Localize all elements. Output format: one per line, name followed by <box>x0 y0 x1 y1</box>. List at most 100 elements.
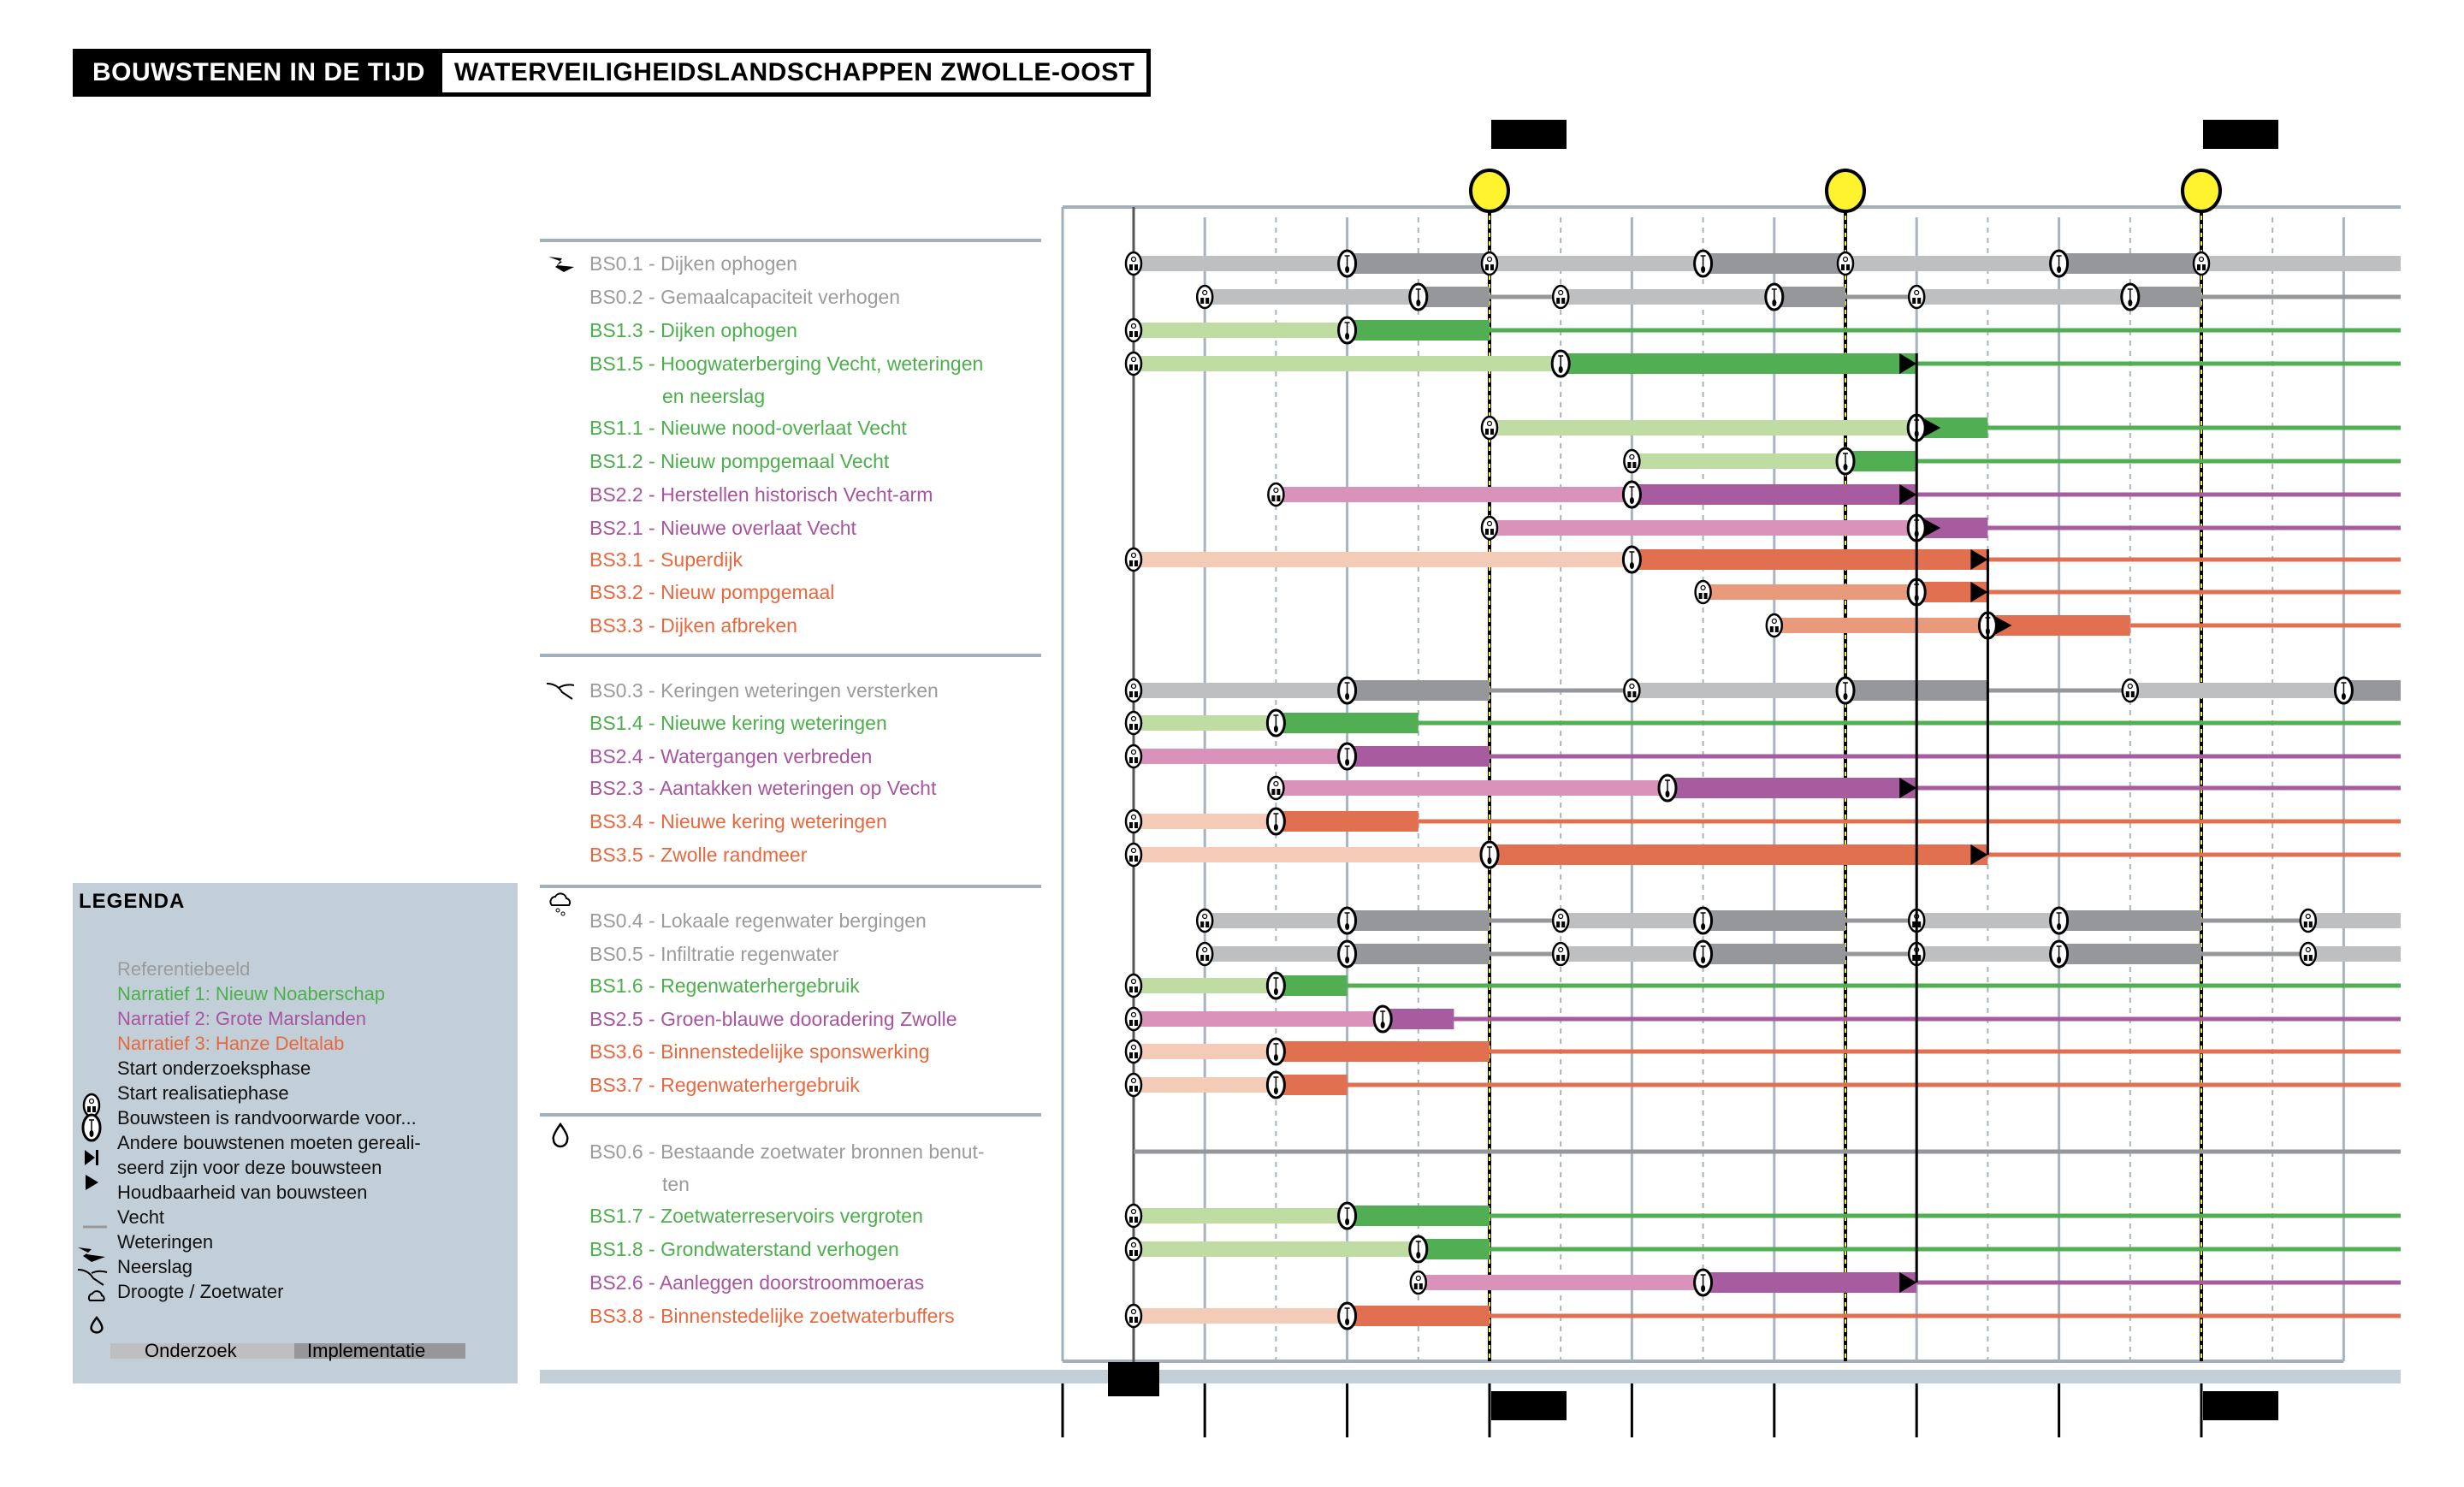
person-body <box>1129 1052 1133 1058</box>
person-body <box>1134 264 1138 270</box>
realisation-start-icon <box>1337 742 1358 771</box>
research-icon-shape <box>1124 1236 1143 1262</box>
shovel-blade <box>1273 824 1278 831</box>
row-label-continued: en neerslag <box>662 385 766 407</box>
realisation-start-icon <box>81 1113 102 1142</box>
person-body <box>1129 691 1133 697</box>
research-bar <box>1134 978 1276 993</box>
durability-line <box>1916 785 2401 791</box>
bar-row-BS1.3 <box>1124 316 2401 345</box>
person-head <box>1130 683 1137 690</box>
shovel-blade <box>1273 988 1278 995</box>
bar-row-BS3.2 <box>1694 578 2401 607</box>
row-label: BS3.2 - Nieuw pompgemaal <box>589 581 835 603</box>
row-label: BS3.6 - Binnenstedelijke sponswerking <box>589 1040 930 1063</box>
person-head <box>1486 256 1493 263</box>
implementation-bar <box>1561 353 1917 374</box>
person-head <box>1130 749 1137 755</box>
legend-item: Andere bouwstenen moeten gereali- <box>117 1132 421 1153</box>
person-body <box>1917 921 1922 927</box>
realisation-start-icon <box>1265 971 1286 1000</box>
durability-line <box>1916 1280 2401 1285</box>
research-start-icon <box>1195 284 1214 310</box>
research-icon-shape <box>1551 284 1570 310</box>
implementation-bar <box>2058 910 2201 931</box>
bar-row-BS3.1 <box>1124 545 2401 574</box>
title-left: BOUWSTENEN IN DE TIJD <box>92 58 425 86</box>
research-icon-shape <box>1124 1039 1143 1064</box>
person-body <box>1134 724 1138 730</box>
person-head <box>1130 356 1137 363</box>
person-body <box>1129 1317 1133 1323</box>
implementation-bar <box>1383 1009 1454 1029</box>
research-bar <box>1205 289 1419 305</box>
realisation-start-icon <box>1693 906 1714 935</box>
raindrop <box>555 908 560 913</box>
row-label: BS1.4 - Nieuwe kering weteringen <box>589 712 887 734</box>
research-icon-shape <box>1195 284 1214 310</box>
durability-line <box>1916 459 2401 464</box>
person-head <box>1130 715 1137 722</box>
person-body <box>1205 955 1210 961</box>
person-body <box>1841 264 1845 270</box>
prerequisite-arrow <box>1899 1272 1917 1293</box>
research-bar <box>2201 256 2401 271</box>
person-body <box>1917 955 1922 961</box>
research-start-icon <box>1124 251 1143 276</box>
person-body <box>1556 921 1561 927</box>
research-start-icon <box>1124 710 1143 736</box>
person-body <box>1134 1317 1138 1323</box>
research-bar <box>1134 683 1348 698</box>
research-start-icon <box>1694 579 1712 605</box>
research-start-icon <box>1124 1236 1143 1262</box>
person-body <box>1134 1020 1138 1026</box>
durability-line <box>1454 1016 2401 1022</box>
shovel-blade <box>89 1130 94 1137</box>
research-start-icon <box>1551 908 1570 933</box>
implementation-bar <box>1347 944 1490 964</box>
shovel-blade <box>2057 957 2062 963</box>
row-label: BS3.8 - Binnenstedelijke zoetwaterbuffer… <box>589 1305 955 1327</box>
legend-item: Neerslag <box>117 1256 193 1277</box>
research-icon-shape <box>2121 678 2140 703</box>
implementation-bar <box>1347 1206 1490 1226</box>
research-start-icon <box>1124 351 1143 376</box>
realisation-start-icon <box>1550 349 1571 378</box>
row-label: BS1.8 - Grondwaterstand verhogen <box>589 1238 899 1260</box>
person-body <box>1129 1250 1133 1256</box>
research-bar <box>2129 683 2344 698</box>
row-label: BS1.3 - Dijken ophogen <box>589 319 797 341</box>
research-icon-shape <box>1124 710 1143 736</box>
realisation-start-icon <box>1337 316 1358 345</box>
legend-item: Narratief 1: Nieuw Noaberschap <box>117 983 386 1004</box>
shovel-blade <box>1665 791 1670 797</box>
research-icon-shape <box>1694 579 1712 605</box>
row-label: BS2.6 - Aanleggen doorstroommoeras <box>589 1271 925 1294</box>
research-start-icon <box>1480 415 1499 441</box>
prerequisite-arrow <box>1899 778 1917 798</box>
implementation-bar <box>1276 1075 1348 1095</box>
person-body <box>1205 298 1210 304</box>
research-icon-shape <box>1480 515 1499 541</box>
bar-row-BS2.6 <box>1409 1268 2401 1297</box>
neerslag-icon <box>546 683 575 700</box>
row-label: BS2.2 - Herstellen historisch Vecht-arm <box>589 483 933 506</box>
shovel-blade <box>2057 266 2062 273</box>
rain-cloud-icon <box>549 892 572 916</box>
research-icon-shape <box>1124 973 1143 998</box>
person-head <box>1558 946 1564 953</box>
arrow-bar-stop <box>96 1150 98 1165</box>
research-start-icon <box>1267 775 1285 801</box>
research-start-icon <box>1124 744 1143 769</box>
person-body <box>2303 955 2307 961</box>
research-bar <box>1774 618 1988 633</box>
row-label: BS2.5 - Groen-blauwe dooradering Zwolle <box>589 1008 957 1030</box>
bar-row-BS2.3 <box>1267 773 2401 803</box>
person-body <box>1774 626 1779 632</box>
person-body <box>1134 1086 1138 1092</box>
research-bar <box>1134 323 1348 338</box>
research-bar <box>1276 780 1667 796</box>
bar-row-BS1.5 <box>1124 349 2401 378</box>
realisation-start-icon <box>1408 1235 1429 1264</box>
research-bar <box>1916 913 2059 928</box>
